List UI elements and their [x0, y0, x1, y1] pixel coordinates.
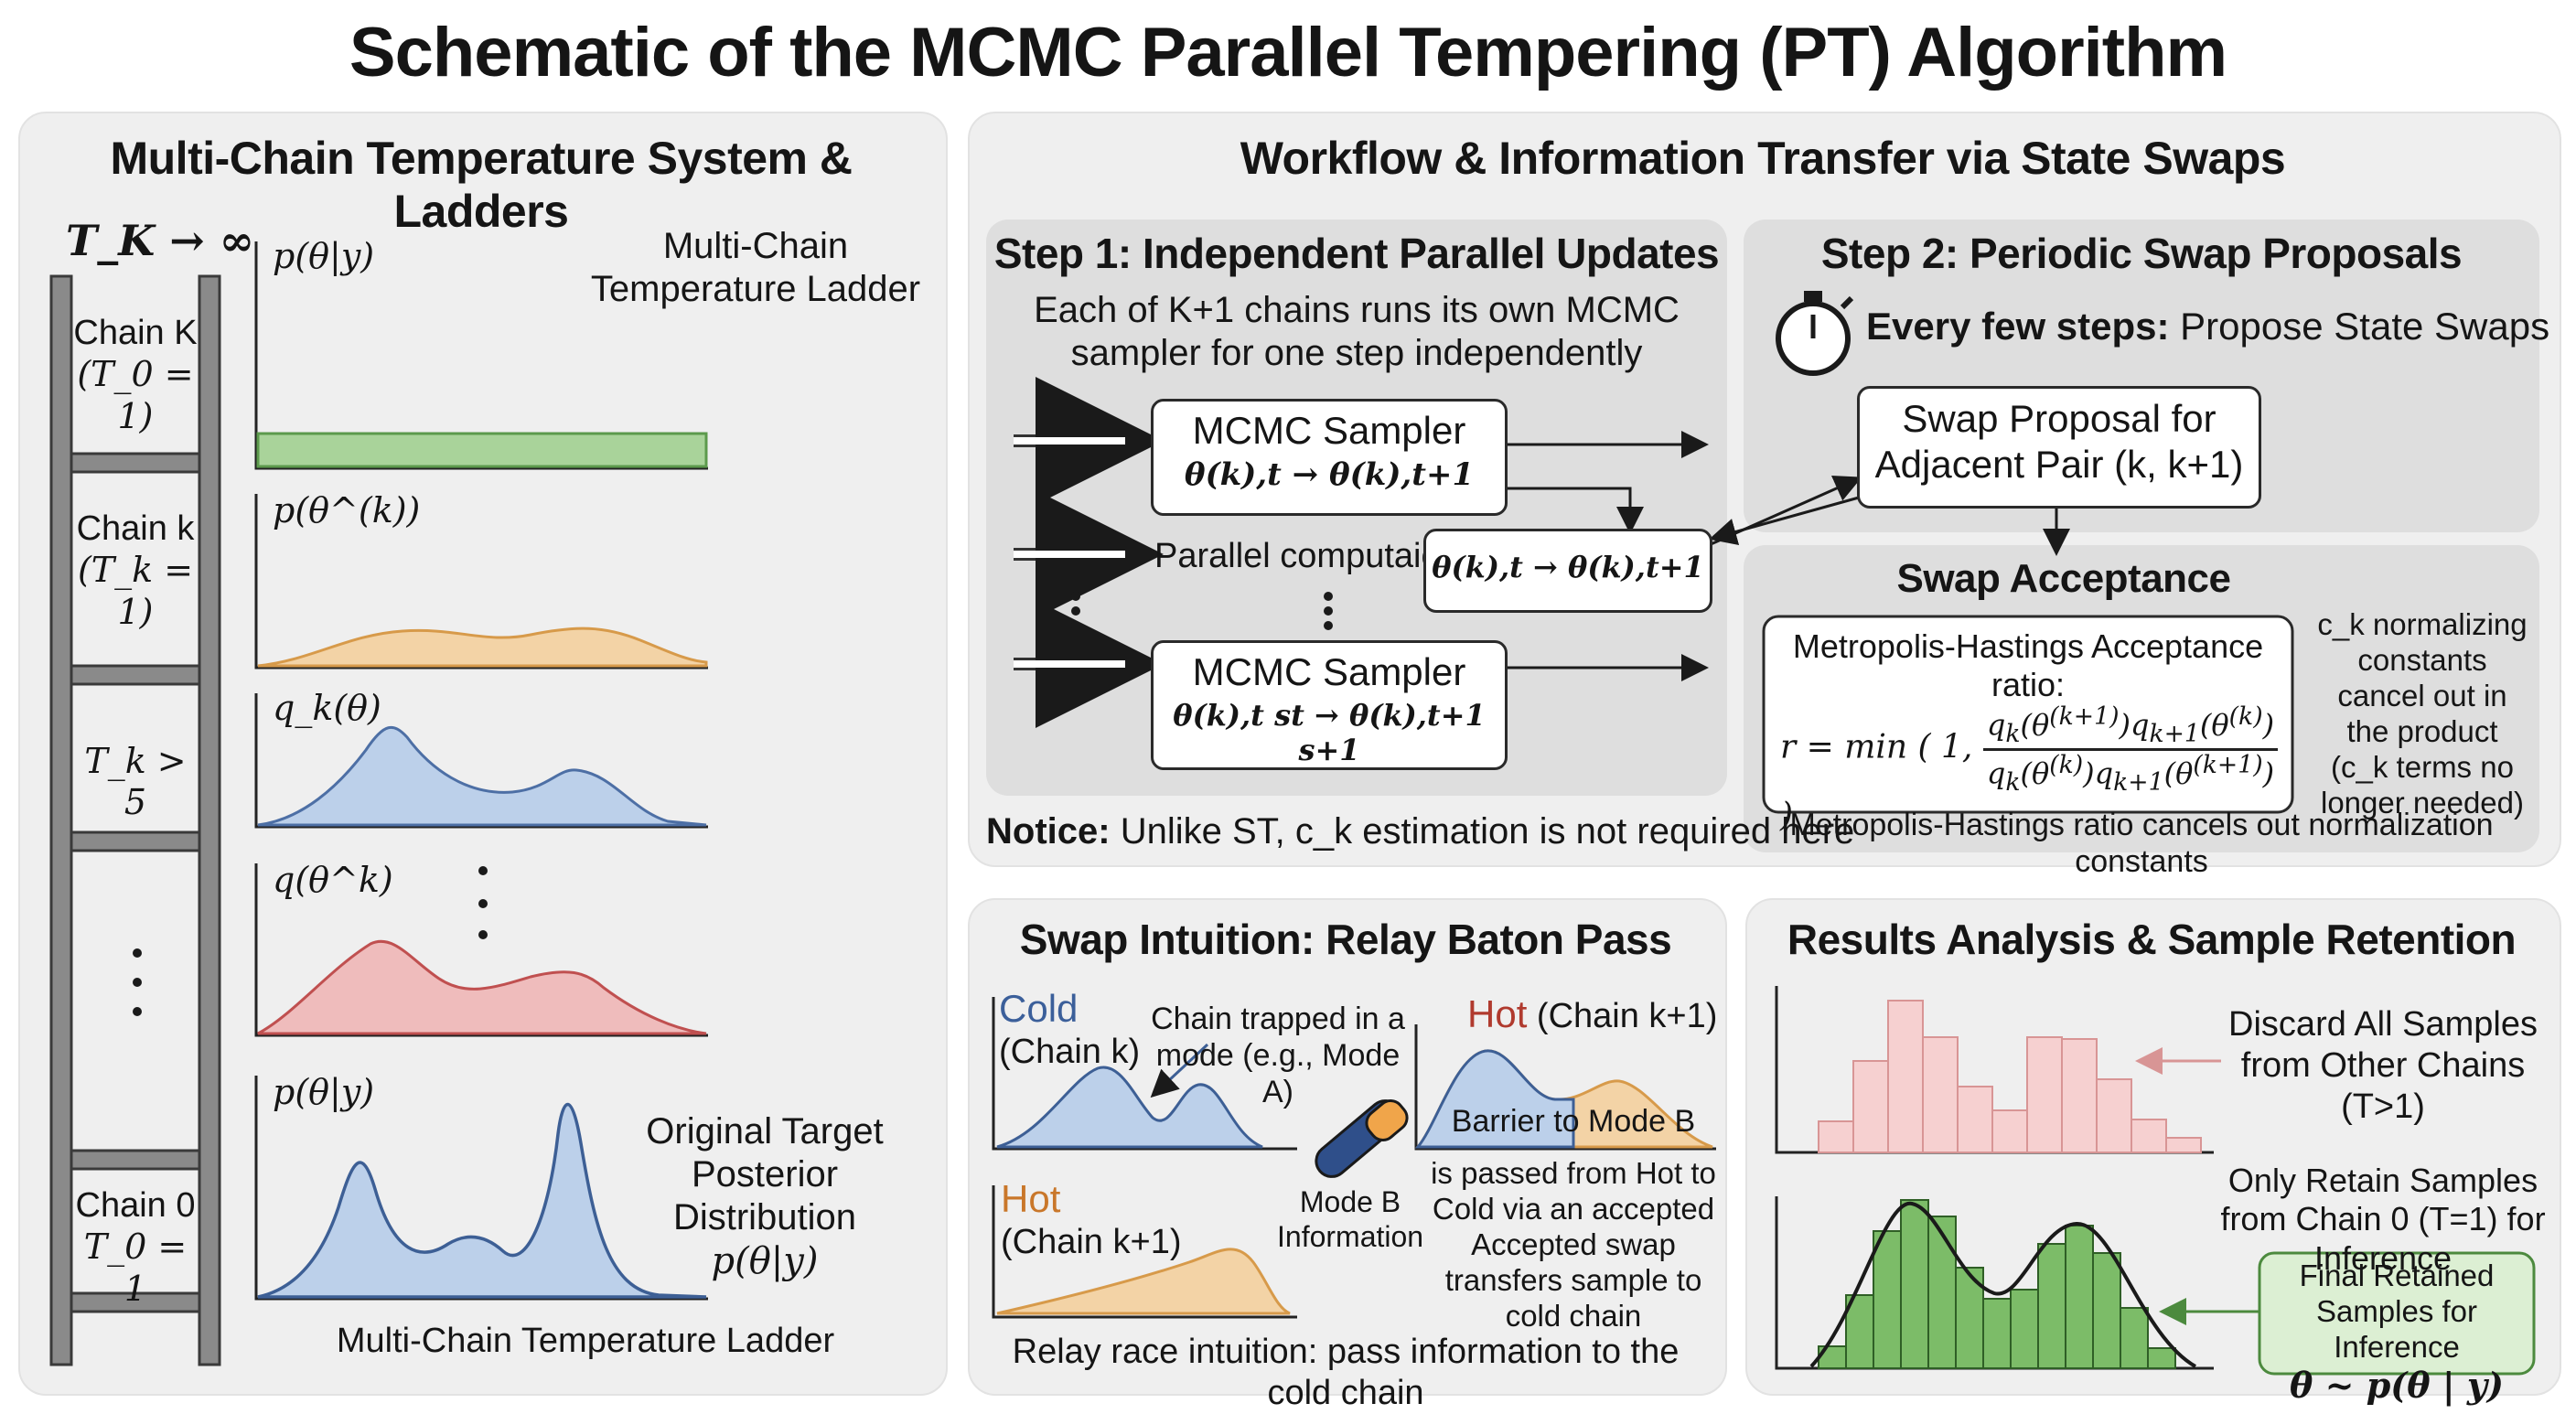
barrier-label: Barrier to Mode B: [1451, 1104, 1696, 1139]
parallel-formula: θ(k),t → θ(k),t+1: [1432, 550, 1704, 584]
sampler-2-formula: θ(k),t st → θ(k),t+1 s+1: [1173, 698, 1486, 767]
step1-heading: Step 1: Independent Parallel Updates: [993, 230, 1720, 277]
notice-text: Notice: Unlike ST, c_k estimation is not…: [986, 811, 1855, 852]
target-distribution: [257, 1103, 707, 1299]
target-label: Original Target Posterior Distribution p(…: [646, 1111, 884, 1282]
sampler-2-label: MCMC Sampler: [1192, 650, 1466, 693]
plot-label-4: q(θ^k): [273, 860, 393, 900]
plot-label-2: p(θ^(k)): [273, 490, 421, 530]
mh-formula-box: [1762, 615, 2294, 814]
parallel-label: Parallel computaion: [1154, 537, 1460, 575]
orange-distribution: [257, 627, 708, 668]
ladder: [49, 274, 221, 1366]
parallel-formula-box: θ(k),t → θ(k),t+1: [1423, 529, 1712, 613]
chain-k-label: Chain k (T_k = 1): [76, 509, 195, 632]
top-temperature-label: T_K → ∞: [66, 216, 255, 265]
page-title: Schematic of the MCMC Parallel Tempering…: [349, 14, 2227, 91]
red-distribution: [257, 939, 707, 1035]
relay-plots: [992, 997, 1716, 1319]
mcmc-sampler-1: MCMC Sampler θ(k),t → θ(k),t+1: [1151, 399, 1508, 516]
flat-distribution: [256, 432, 708, 468]
acceptance-heading: Swap Acceptance: [1896, 556, 2231, 601]
mh-label: Metropolis-Hastings Acceptance ratio:: [1792, 627, 2264, 704]
plot-label-5: p(θ|y): [273, 1072, 375, 1112]
acceptance-footer: Metropolis-Hastings ratio cancels out no…: [1789, 808, 2494, 880]
chain-K-label: Chain K (T_0 = 1): [73, 314, 198, 436]
discard-note: Discard All Samples from Other Chains (T…: [2228, 1005, 2538, 1126]
mh-formula: r = min ( 1, qk(θ(k+1))qk+1(θ(k)) qk(θ(k)…: [1780, 702, 2292, 834]
side-note: c_k normalizing constants cancel out in …: [2317, 607, 2528, 819]
final-box-label: Final Retained Samples for Inference θ ~ …: [2290, 1259, 2504, 1406]
step1-description: Each of K+1 chains runs its own MCMC sam…: [1034, 290, 1680, 374]
retain-note: Only Retain Samples from Chain 0 (T=1) f…: [2220, 1162, 2546, 1277]
chain-0-label: Chain 0 T_0 = 1: [75, 1186, 196, 1309]
stopwatch-icon: [1776, 291, 1854, 376]
sampler-1-formula: θ(k),t → θ(k),t+1: [1184, 456, 1475, 493]
left-heading: Multi-Chain Temperature System & Ladders: [110, 133, 853, 237]
ladder-label-bottom: Multi-Chain Temperature Ladder: [336, 1322, 835, 1360]
left-plot-axes: [254, 241, 708, 1301]
plot-label-1: p(θ|y): [273, 236, 375, 276]
blue-distribution: [257, 725, 707, 827]
trapped-note: Chain trapped in a mode (e.g., Mode A): [1151, 1002, 1405, 1110]
mcmc-sampler-2: MCMC Sampler θ(k),t st → θ(k),t+1 s+1: [1151, 640, 1508, 770]
ladder-label-top: Multi-Chain Temperature Ladder: [590, 226, 921, 310]
results-histograms: [1775, 986, 2259, 1370]
relay-footer: Relay race intuition: pass information t…: [1012, 1333, 1680, 1412]
swap-proposal-box: Swap Proposal for Adjacent Pair (k, k+1): [1857, 386, 2261, 509]
every-few-steps: Every few steps: Propose State Swaps: [1866, 305, 2550, 348]
left-panel: [18, 112, 948, 1396]
chain-hot-temp-label: T_k > 5: [84, 741, 187, 822]
sampler-1-label: MCMC Sampler: [1192, 409, 1466, 452]
results-heading: Results Analysis & Sample Retention: [1787, 916, 2517, 963]
workflow-heading: Workflow & Information Transfer via Stat…: [1240, 133, 2286, 184]
hot-label-right: Hot (Chain k+1): [1467, 992, 1718, 1035]
plot-label-3: q_k(θ): [273, 688, 381, 728]
swap-proposal-label: Swap Proposal for Adjacent Pair (k, k+1): [1874, 397, 2244, 486]
hot-label-left: Hot (Chain k+1): [1001, 1177, 1182, 1261]
baton-label: Mode B Information: [1277, 1185, 1424, 1253]
step2-heading: Step 2: Periodic Swap Proposals: [1820, 230, 2463, 277]
relay-heading: Swap Intuition: Relay Baton Pass: [1019, 916, 1672, 963]
cold-label: Cold (Chain k): [999, 987, 1141, 1071]
baton-icon: [1315, 1099, 1409, 1178]
passed-note: is passed from Hot to Cold via an accept…: [1431, 1156, 1716, 1333]
final-samples-box: [2258, 1251, 2536, 1376]
